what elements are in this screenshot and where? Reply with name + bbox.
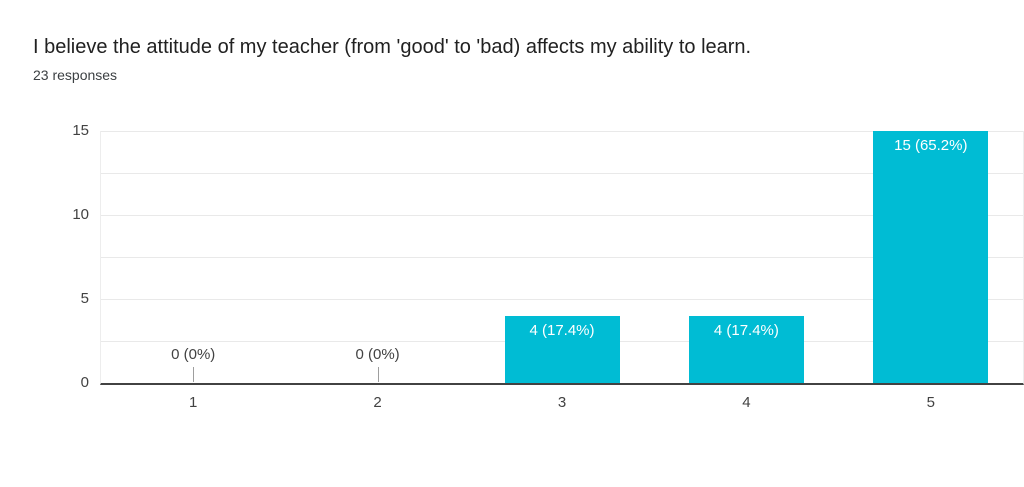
question-title: I believe the attitude of my teacher (fr… xyxy=(33,36,752,58)
y-tick-label-5: 5 xyxy=(80,290,89,307)
y-tick-label-0: 0 xyxy=(80,374,89,391)
gridline-7.5 xyxy=(101,257,1023,258)
plot-area: 0 5 10 15 0 (0%) 1 0 (0%) 2 4 (17.4%) 3 4 (17.4%) 4… xyxy=(72,122,1024,411)
zero-callout-line-2 xyxy=(377,367,379,382)
gridline-10 xyxy=(101,215,1023,216)
x-tick-label-2: 2 xyxy=(373,394,382,411)
zero-value-label-2: 0 (0%) xyxy=(355,346,400,363)
y-tick-label-10: 10 xyxy=(72,206,89,223)
x-tick-label-4: 4 xyxy=(742,394,751,411)
zero-callout-line-1 xyxy=(193,367,195,382)
gridline-12.5 xyxy=(101,173,1023,174)
y-tick-label-15: 15 xyxy=(72,122,89,139)
x-tick-label-1: 1 xyxy=(189,394,198,411)
zero-value-label-1: 0 (0%) xyxy=(171,346,216,363)
bar-value-label-4: 4 (17.4%) xyxy=(713,321,779,339)
bar-category-5 xyxy=(873,131,989,383)
gridline-5 xyxy=(101,299,1023,300)
bar-category-3 xyxy=(504,315,620,383)
bar-value-label-3: 4 (17.4%) xyxy=(529,321,595,339)
gridline-15 xyxy=(101,131,1023,132)
x-tick-label-3: 3 xyxy=(557,394,567,411)
bar-value-label-5: 15 (65.2%) xyxy=(894,137,968,154)
response-count: 23 responses xyxy=(33,67,118,83)
x-tick-label-5: 5 xyxy=(926,394,935,411)
bar-category-4 xyxy=(688,315,804,383)
